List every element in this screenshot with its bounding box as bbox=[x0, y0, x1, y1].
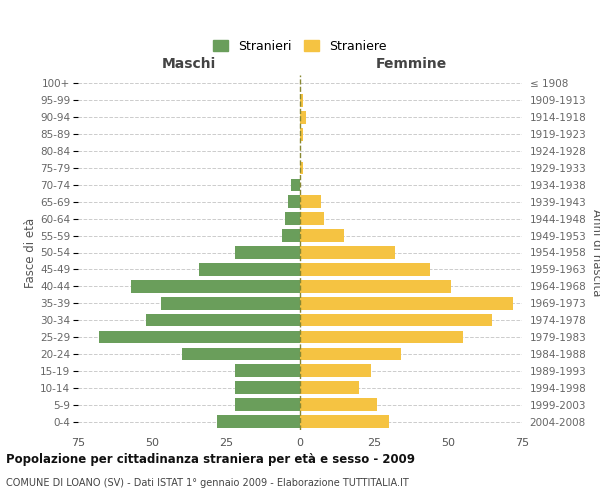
Bar bbox=[146, 314, 300, 326]
Bar bbox=[99, 330, 300, 344]
Bar bbox=[235, 246, 300, 259]
Text: COMUNE DI LOANO (SV) - Dati ISTAT 1° gennaio 2009 - Elaborazione TUTTITALIA.IT: COMUNE DI LOANO (SV) - Dati ISTAT 1° gen… bbox=[6, 478, 409, 488]
Bar bbox=[300, 398, 377, 411]
Bar bbox=[131, 280, 300, 292]
Bar bbox=[300, 263, 430, 276]
Bar bbox=[300, 111, 306, 124]
Bar bbox=[288, 196, 300, 208]
Bar bbox=[300, 230, 344, 242]
Bar bbox=[199, 263, 300, 276]
Text: Maschi: Maschi bbox=[162, 58, 216, 71]
Bar bbox=[300, 382, 359, 394]
Bar bbox=[300, 364, 371, 377]
Legend: Stranieri, Straniere: Stranieri, Straniere bbox=[208, 35, 392, 58]
Bar bbox=[235, 398, 300, 411]
Bar bbox=[291, 178, 300, 191]
Bar bbox=[300, 314, 493, 326]
Bar bbox=[300, 246, 395, 259]
Text: Popolazione per cittadinanza straniera per età e sesso - 2009: Popolazione per cittadinanza straniera p… bbox=[6, 452, 415, 466]
Bar bbox=[300, 162, 303, 174]
Bar bbox=[300, 128, 303, 140]
Bar bbox=[282, 230, 300, 242]
Bar bbox=[300, 212, 323, 225]
Bar bbox=[235, 364, 300, 377]
Text: Femmine: Femmine bbox=[376, 58, 446, 71]
Bar bbox=[300, 348, 401, 360]
Y-axis label: Fasce di età: Fasce di età bbox=[25, 218, 37, 288]
Bar bbox=[235, 382, 300, 394]
Bar bbox=[182, 348, 300, 360]
Bar bbox=[300, 196, 321, 208]
Bar bbox=[300, 415, 389, 428]
Bar bbox=[300, 94, 303, 106]
Bar bbox=[161, 297, 300, 310]
Bar bbox=[285, 212, 300, 225]
Y-axis label: Anni di nascita: Anni di nascita bbox=[590, 209, 600, 296]
Bar bbox=[217, 415, 300, 428]
Bar bbox=[300, 297, 513, 310]
Bar bbox=[300, 330, 463, 344]
Bar bbox=[300, 280, 451, 292]
